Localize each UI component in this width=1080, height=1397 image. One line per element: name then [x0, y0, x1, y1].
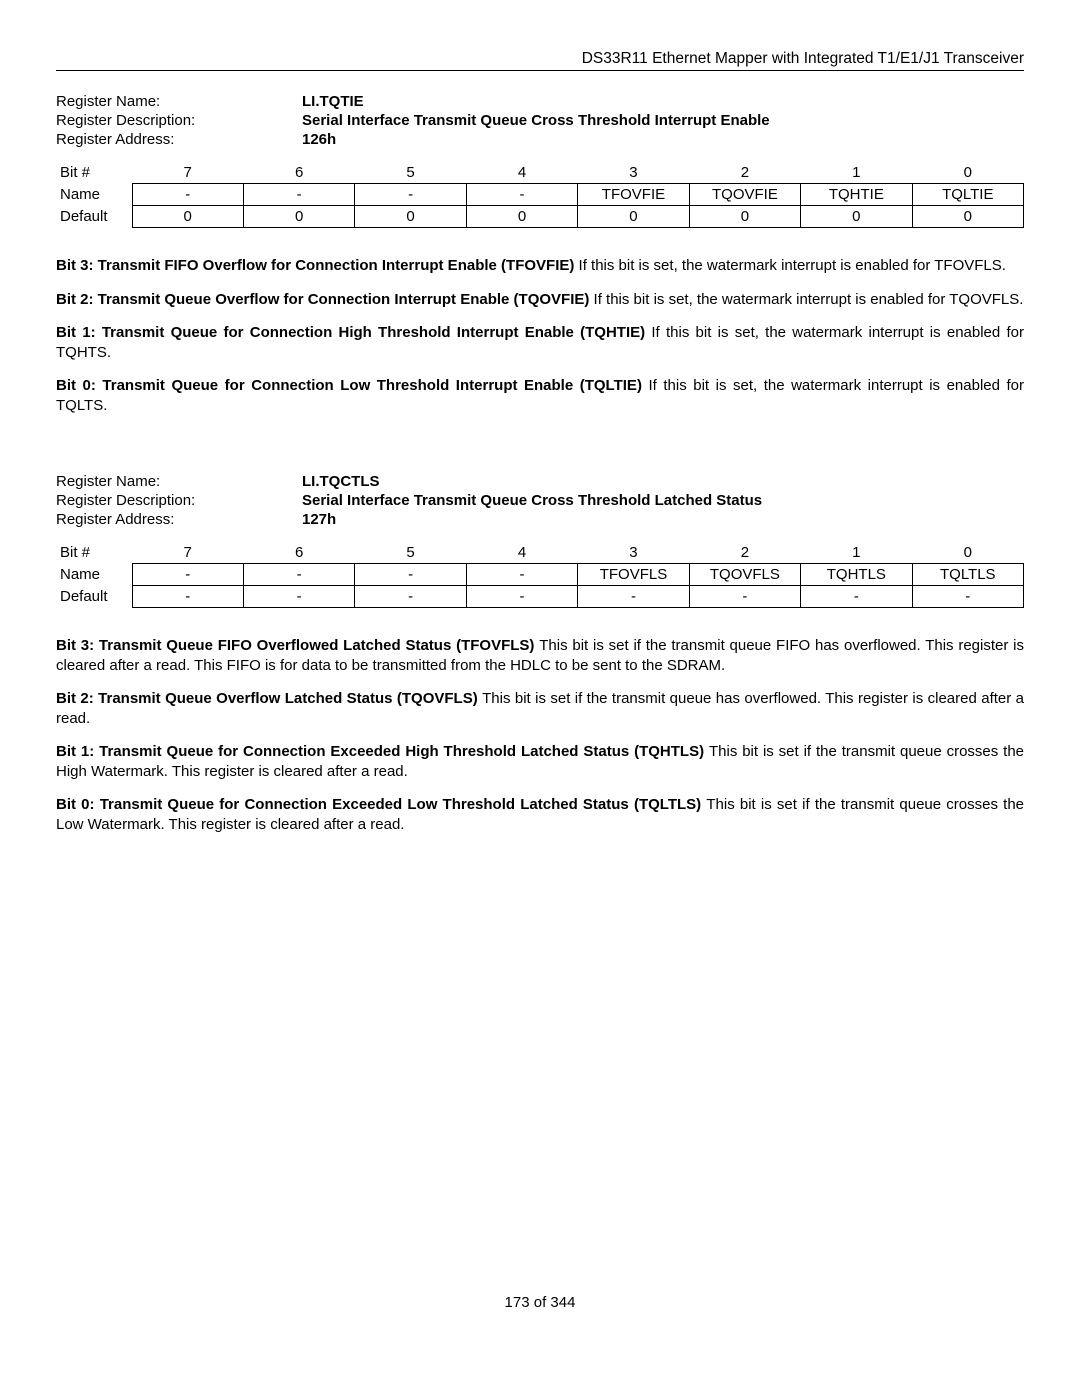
- name-label: Name: [56, 564, 132, 586]
- default-cell: 0: [466, 206, 577, 228]
- bitname-cell: -: [466, 184, 577, 206]
- bitname-cell: TQHTLS: [801, 564, 912, 586]
- default-row: Default 0 0 0 0 0 0 0 0: [56, 206, 1024, 228]
- bitname-cell: -: [466, 564, 577, 586]
- reg2-addr: 127h: [302, 511, 1024, 528]
- page-footer: 173 of 344: [56, 1294, 1024, 1311]
- bit-lead: Bit 2: Transmit Queue Overflow Latched S…: [56, 690, 482, 707]
- bit-lead: Bit 0: Transmit Queue for Connection Low…: [56, 377, 648, 394]
- bit-description: Bit 0: Transmit Queue for Connection Exc…: [56, 795, 1024, 834]
- bit-rest: If this bit is set, the watermark interr…: [594, 291, 1024, 308]
- bit-lead: Bit 2: Transmit Queue Overflow for Conne…: [56, 291, 594, 308]
- default-cell: 0: [355, 206, 466, 228]
- default-label: Default: [56, 206, 132, 228]
- bit-description: Bit 1: Transmit Queue for Connection Hig…: [56, 323, 1024, 362]
- bitnum-cell: 4: [466, 542, 577, 564]
- default-cell: 0: [578, 206, 689, 228]
- bitnum-cell: 5: [355, 542, 466, 564]
- bitnum-cell: 2: [689, 162, 800, 184]
- reg1-desc: Serial Interface Transmit Queue Cross Th…: [302, 112, 1024, 129]
- reg1-addr: 126h: [302, 131, 1024, 148]
- bit-lead: Bit 0: Transmit Queue for Connection Exc…: [56, 796, 706, 813]
- bitnum-cell: 4: [466, 162, 577, 184]
- bitnum-cell: 2: [689, 542, 800, 564]
- bitnum-cell: 7: [132, 542, 243, 564]
- bit-description: Bit 1: Transmit Queue for Connection Exc…: [56, 742, 1024, 781]
- bitname-cell: TQLTIE: [912, 184, 1023, 206]
- default-cell: -: [243, 586, 354, 608]
- reg-name-label: Register Name:: [56, 93, 302, 110]
- reg1-name: LI.TQTIE: [302, 93, 1024, 110]
- bitname-cell: TQOVFIE: [689, 184, 800, 206]
- default-cell: -: [912, 586, 1023, 608]
- bitname-cell: -: [132, 564, 243, 586]
- bitnum-cell: 3: [578, 162, 689, 184]
- default-cell: -: [578, 586, 689, 608]
- reg-desc-label: Register Description:: [56, 492, 302, 509]
- bitname-cell: -: [355, 184, 466, 206]
- bitname-cell: TFOVFLS: [578, 564, 689, 586]
- register1-meta: Register Name: LI.TQTIE Register Descrip…: [56, 93, 1024, 148]
- reg-name-label: Register Name:: [56, 473, 302, 490]
- reg-desc-label: Register Description:: [56, 112, 302, 129]
- bitnum-row: Bit # 7 6 5 4 3 2 1 0: [56, 542, 1024, 564]
- default-cell: 0: [912, 206, 1023, 228]
- bit-lead: Bit 3: Transmit FIFO Overflow for Connec…: [56, 257, 579, 274]
- bit-description: Bit 2: Transmit Queue Overflow Latched S…: [56, 689, 1024, 728]
- register2-meta: Register Name: LI.TQCTLS Register Descri…: [56, 473, 1024, 528]
- default-cell: 0: [801, 206, 912, 228]
- reg-addr-label: Register Address:: [56, 511, 302, 528]
- default-cell: -: [132, 586, 243, 608]
- bitname-cell: TFOVFIE: [578, 184, 689, 206]
- bitname-cell: TQOVFLS: [689, 564, 800, 586]
- name-label: Name: [56, 184, 132, 206]
- bitname-cell: -: [355, 564, 466, 586]
- bitnum-cell: 3: [578, 542, 689, 564]
- reg2-desc: Serial Interface Transmit Queue Cross Th…: [302, 492, 1024, 509]
- bitname-cell: TQLTLS: [912, 564, 1023, 586]
- bitnum-cell: 6: [243, 162, 354, 184]
- bitnum-cell: 5: [355, 162, 466, 184]
- bit-lead: Bit 1: Transmit Queue for Connection Exc…: [56, 743, 709, 760]
- bit-description: Bit 3: Transmit FIFO Overflow for Connec…: [56, 256, 1024, 276]
- bit-description: Bit 2: Transmit Queue Overflow for Conne…: [56, 290, 1024, 310]
- bitnum-cell: 0: [912, 162, 1023, 184]
- default-cell: 0: [132, 206, 243, 228]
- default-cell: 0: [243, 206, 354, 228]
- default-cell: -: [355, 586, 466, 608]
- bit-description: Bit 3: Transmit Queue FIFO Overflowed La…: [56, 636, 1024, 675]
- bit-lead: Bit 1: Transmit Queue for Connection Hig…: [56, 324, 651, 341]
- default-cell: 0: [689, 206, 800, 228]
- bitname-cell: -: [243, 184, 354, 206]
- reg-addr-label: Register Address:: [56, 131, 302, 148]
- default-cell: -: [689, 586, 800, 608]
- bitnum-cell: 0: [912, 542, 1023, 564]
- register2-bit-table: Bit # 7 6 5 4 3 2 1 0 Name - - - - TFOVF…: [56, 542, 1024, 608]
- register1-bit-table: Bit # 7 6 5 4 3 2 1 0 Name - - - - TFOVF…: [56, 162, 1024, 228]
- bitnum-label: Bit #: [56, 542, 132, 564]
- default-label: Default: [56, 586, 132, 608]
- bitnum-label: Bit #: [56, 162, 132, 184]
- reg2-name: LI.TQCTLS: [302, 473, 1024, 490]
- bit-description: Bit 0: Transmit Queue for Connection Low…: [56, 376, 1024, 415]
- bitnum-cell: 1: [801, 542, 912, 564]
- document-header: DS33R11 Ethernet Mapper with Integrated …: [56, 50, 1024, 71]
- bitname-cell: TQHTIE: [801, 184, 912, 206]
- default-cell: -: [801, 586, 912, 608]
- bitnum-cell: 6: [243, 542, 354, 564]
- bit-rest: If this bit is set, the watermark interr…: [579, 257, 1006, 274]
- name-row: Name - - - - TFOVFLS TQOVFLS TQHTLS TQLT…: [56, 564, 1024, 586]
- bit-lead: Bit 3: Transmit Queue FIFO Overflowed La…: [56, 637, 539, 654]
- bitname-cell: -: [243, 564, 354, 586]
- default-cell: -: [466, 586, 577, 608]
- bitnum-row: Bit # 7 6 5 4 3 2 1 0: [56, 162, 1024, 184]
- bitnum-cell: 7: [132, 162, 243, 184]
- name-row: Name - - - - TFOVFIE TQOVFIE TQHTIE TQLT…: [56, 184, 1024, 206]
- bitname-cell: -: [132, 184, 243, 206]
- default-row: Default - - - - - - - -: [56, 586, 1024, 608]
- bitnum-cell: 1: [801, 162, 912, 184]
